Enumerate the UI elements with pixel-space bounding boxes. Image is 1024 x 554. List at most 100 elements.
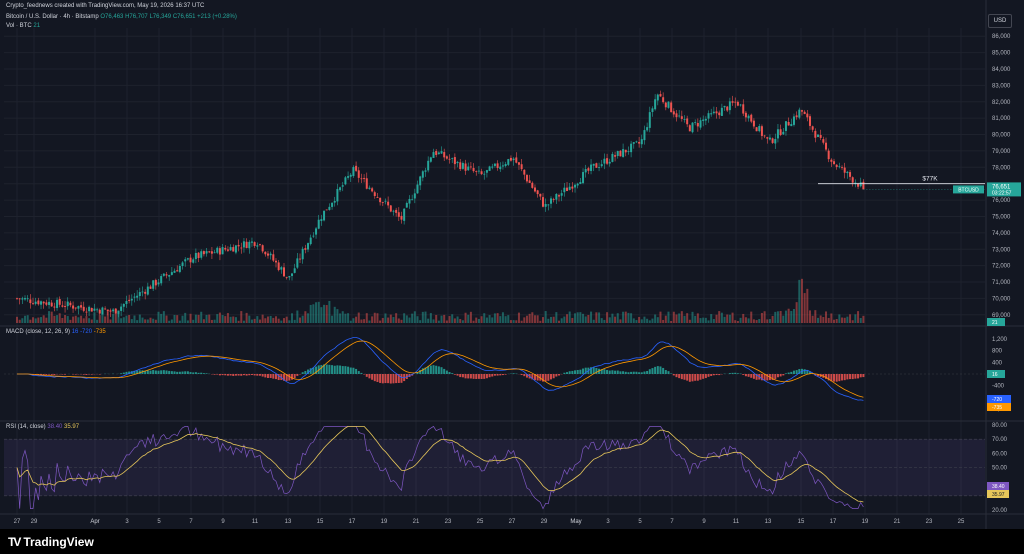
volume-bar — [317, 301, 320, 323]
macd-histogram-bar — [787, 372, 790, 374]
volume-bar — [752, 319, 755, 323]
volume-bar — [397, 318, 400, 323]
volume-bar — [128, 315, 131, 323]
macd-histogram-bar — [61, 374, 64, 375]
price-tick-label: 80,000 — [992, 133, 1011, 139]
volume-bar — [512, 320, 515, 323]
macd-histogram-bar — [750, 374, 753, 378]
candle-body — [280, 267, 283, 270]
currency-button[interactable]: USD — [988, 14, 1012, 28]
macd-histogram-bar — [488, 374, 491, 378]
volume-bar — [125, 315, 128, 323]
candle-body — [387, 201, 390, 206]
volume-label: Vol · BTC — [6, 23, 32, 29]
candle-body — [210, 251, 213, 254]
volume-bar — [66, 316, 69, 323]
candle-body — [138, 292, 141, 296]
volume-bar — [766, 319, 769, 323]
last-price-countdown: 03:22:57 — [992, 190, 1012, 196]
volume-bar — [56, 315, 59, 323]
volume-bar — [627, 312, 630, 323]
candle-body — [808, 116, 811, 126]
volume-bar — [384, 313, 387, 323]
macd-histogram-bar — [862, 374, 865, 378]
price-annotation: $77K — [818, 176, 985, 190]
volume-bar — [413, 311, 416, 323]
candle-body — [771, 138, 774, 143]
macd-histogram-bar — [849, 374, 852, 380]
macd-histogram-bar — [541, 374, 544, 382]
macd-histogram-bar — [42, 374, 45, 375]
candle-body — [493, 163, 496, 166]
macd-histogram-bar — [443, 368, 446, 374]
candle-body — [822, 139, 825, 143]
volume-bar — [704, 317, 707, 323]
macd-histogram-bar — [162, 370, 165, 374]
volume-bar — [53, 315, 56, 323]
volume-bar — [501, 312, 504, 323]
candle-body — [512, 158, 515, 161]
candle-body — [427, 160, 430, 171]
chart-canvas[interactable]: $77K 86,000 85,000 84,000 83,000 82,000 81,00… — [0, 0, 1024, 529]
macd-histogram-bar — [512, 373, 515, 374]
volume-bar — [720, 312, 723, 323]
macd-histogram-bar — [747, 374, 750, 377]
macd-histogram-bar — [48, 374, 51, 375]
candle-body — [264, 251, 267, 255]
candle-body — [213, 252, 216, 254]
volume-bar — [504, 316, 507, 323]
macd-tick-label: 400 — [992, 360, 1003, 366]
candle-body — [766, 137, 769, 139]
candle-body — [232, 247, 235, 252]
macd-histogram-bar — [857, 374, 860, 379]
candle-body — [197, 252, 200, 258]
macd-signal-line — [17, 340, 864, 398]
macd-histogram-bar — [395, 374, 398, 384]
volume-bar — [491, 317, 494, 323]
candle-body — [841, 167, 844, 169]
macd-histogram-bar — [536, 374, 539, 381]
macd-histogram-bar — [291, 374, 294, 380]
annotation-label: $77K — [922, 176, 938, 183]
candle-body — [558, 195, 561, 197]
volume-bar — [130, 319, 133, 323]
price-tick-label: 81,000 — [992, 116, 1011, 122]
tradingview-logo[interactable]: TV TradingView — [8, 535, 94, 549]
candle-body — [96, 309, 99, 311]
volume-bar — [189, 313, 192, 323]
macd-histogram-bar — [400, 374, 403, 383]
time-tick-label: 27 — [14, 519, 21, 525]
candle-body — [56, 299, 59, 308]
candle-body — [456, 161, 459, 164]
volume-bar — [269, 315, 272, 323]
volume-bar — [323, 304, 326, 323]
macd-histogram-bar — [499, 374, 502, 376]
volume-bar — [421, 311, 424, 323]
macd-histogram-bar — [736, 373, 739, 374]
macd-histogram-bar — [798, 369, 801, 374]
macd-histogram-bar — [686, 374, 689, 381]
volume-bar — [507, 315, 510, 323]
volume-bar — [237, 320, 240, 323]
volume-bar — [817, 317, 819, 323]
candle-body — [37, 300, 40, 305]
macd-histogram-bar — [592, 367, 595, 374]
volume-bar — [208, 314, 211, 323]
volume-bar — [587, 315, 590, 323]
candle-body — [550, 198, 552, 204]
candle-body — [221, 247, 224, 255]
macd-histogram-bar — [432, 365, 435, 374]
volume-bar — [18, 319, 21, 323]
macd-histogram-bar — [614, 370, 617, 374]
candle-body — [117, 310, 120, 314]
volume-bar — [218, 312, 221, 323]
volume-bar — [381, 317, 384, 323]
candle-body — [445, 156, 448, 159]
macd-histogram-bar — [285, 374, 288, 381]
macd-histogram-bar — [344, 366, 347, 374]
candle-body — [296, 258, 299, 268]
volume-bar — [686, 313, 689, 323]
volume-bar — [336, 309, 339, 323]
candle-body — [379, 197, 382, 203]
price-tick-label: 69,000 — [992, 313, 1011, 319]
